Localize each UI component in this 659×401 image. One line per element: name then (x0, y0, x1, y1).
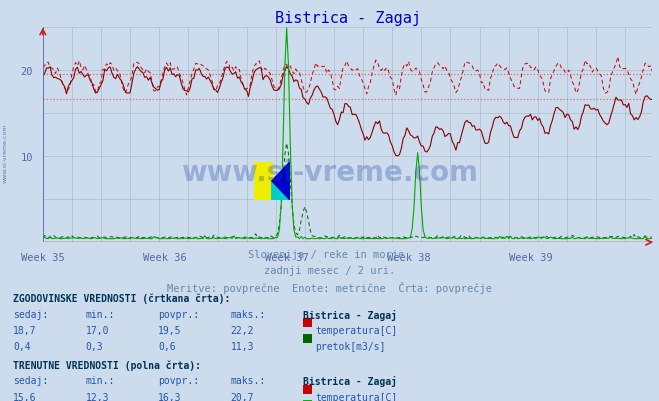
Text: povpr.:: povpr.: (158, 309, 199, 319)
Text: 0,3: 0,3 (86, 341, 103, 351)
Polygon shape (272, 162, 290, 200)
Text: Bistrica - Zagaj: Bistrica - Zagaj (303, 309, 397, 320)
Text: TRENUTNE VREDNOSTI (polna črta):: TRENUTNE VREDNOSTI (polna črta): (13, 359, 201, 370)
Text: 11,3: 11,3 (231, 341, 254, 351)
Text: povpr.:: povpr.: (158, 375, 199, 385)
Text: maks.:: maks.: (231, 309, 266, 319)
Text: 18,7: 18,7 (13, 326, 37, 335)
Text: Slovenija / reke in morje.: Slovenija / reke in morje. (248, 249, 411, 259)
Text: 19,5: 19,5 (158, 326, 182, 335)
Polygon shape (272, 181, 290, 200)
Text: maks.:: maks.: (231, 375, 266, 385)
Text: 0,4: 0,4 (13, 341, 31, 351)
Text: min.:: min.: (86, 375, 115, 385)
Text: 16,3: 16,3 (158, 392, 182, 401)
Text: 15,6: 15,6 (13, 392, 37, 401)
Text: temperatura[C]: temperatura[C] (315, 326, 397, 335)
Text: min.:: min.: (86, 309, 115, 319)
Text: 22,2: 22,2 (231, 326, 254, 335)
Text: Meritve: povprečne  Enote: metrične  Črta: povprečje: Meritve: povprečne Enote: metrične Črta:… (167, 282, 492, 294)
Text: 12,3: 12,3 (86, 392, 109, 401)
Title: Bistrica - Zagaj: Bistrica - Zagaj (275, 10, 420, 26)
Text: ZGODOVINSKE VREDNOSTI (črtkana črta):: ZGODOVINSKE VREDNOSTI (črtkana črta): (13, 293, 231, 303)
Text: zadnji mesec / 2 uri.: zadnji mesec / 2 uri. (264, 265, 395, 275)
Text: sedaj:: sedaj: (13, 375, 48, 385)
Text: 17,0: 17,0 (86, 326, 109, 335)
Text: 0,6: 0,6 (158, 341, 176, 351)
Text: Bistrica - Zagaj: Bistrica - Zagaj (303, 375, 397, 387)
Text: sedaj:: sedaj: (13, 309, 48, 319)
Bar (254, 162, 272, 200)
Text: temperatura[C]: temperatura[C] (315, 392, 397, 401)
Text: pretok[m3/s]: pretok[m3/s] (315, 341, 386, 351)
Text: 20,7: 20,7 (231, 392, 254, 401)
Text: www.si-vreme.com: www.si-vreme.com (181, 158, 478, 186)
Text: www.si-vreme.com: www.si-vreme.com (3, 123, 8, 182)
